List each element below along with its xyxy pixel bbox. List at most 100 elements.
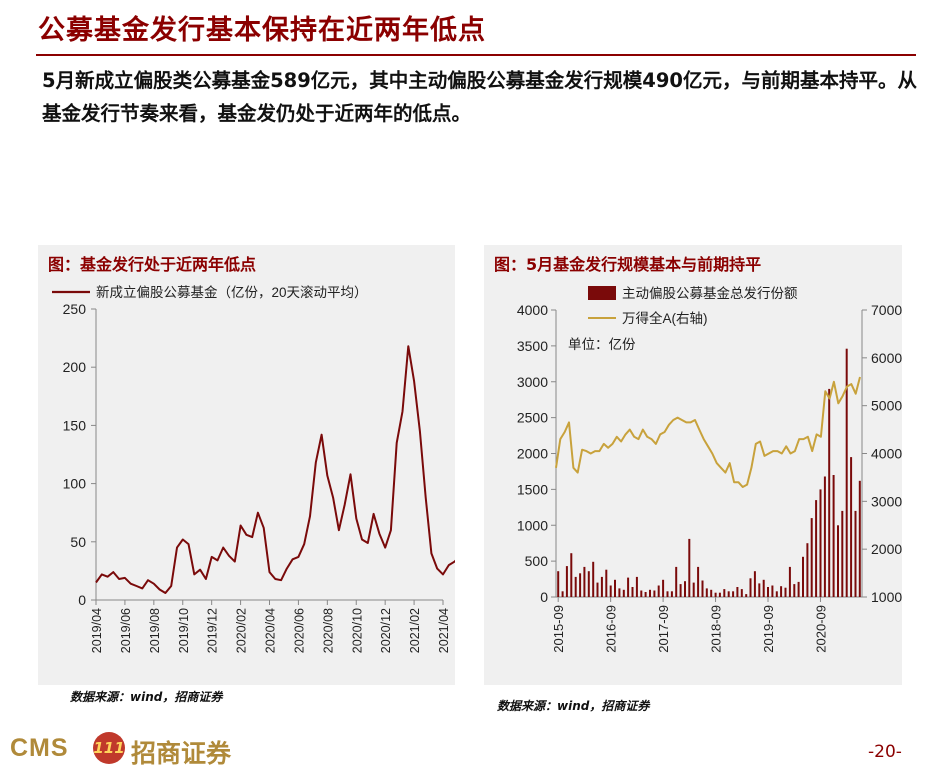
y-tick-label: 3000 — [517, 374, 548, 390]
data-source-note: 数据来源：wind，招商证券 — [70, 690, 223, 704]
bar-issuance — [710, 589, 713, 597]
bar-issuance — [622, 589, 625, 597]
y-tick-label: 1000 — [517, 517, 548, 533]
bar-issuance — [657, 585, 660, 597]
bar-issuance — [684, 581, 686, 597]
bar-issuance — [810, 518, 813, 597]
bar-issuance — [596, 582, 599, 597]
y-tick-label: 100 — [63, 476, 87, 492]
y-tick-label: 3500 — [517, 338, 548, 354]
title-divider — [36, 54, 916, 56]
chart-panel-issuance-scale: 图：5月基金发行规模基本与前期持平 主动偏股公募基金总发行份额 万得全A(右轴) 单… — [484, 245, 902, 685]
x-tick-label: 2020/06 — [292, 608, 306, 653]
y2-tick-label: 5000 — [871, 398, 902, 414]
chart-panel-issuance-trend: 图：基金发行处于近两年低点 新成立偏股公募基金（亿份，20天滚动平均） 0 50 10… — [38, 245, 455, 685]
unit-label: 单位：亿份 — [568, 337, 636, 352]
bar-issuance — [714, 592, 717, 597]
bar-issuance — [718, 592, 721, 597]
x-tick-label: 2020/08 — [321, 608, 335, 653]
x-tick-label: 2018-09 — [709, 605, 724, 653]
x-tick-label: 2017-09 — [656, 605, 671, 653]
y2-tick-label: 4000 — [871, 446, 902, 462]
legend-label: 主动偏股公募基金总发行份额 — [622, 285, 798, 301]
series-line-issuance — [95, 345, 455, 594]
y-tick-label: 2500 — [517, 410, 548, 426]
x-tick-label: 2021/04 — [437, 608, 451, 653]
bar-issuance — [675, 566, 678, 597]
bar-issuance — [592, 561, 595, 597]
x-tick-label: 2020/12 — [379, 608, 393, 653]
bar-issuance — [653, 590, 656, 597]
bar-issuance — [679, 584, 682, 597]
y-tick-label: 200 — [63, 359, 87, 375]
y2-tick-label: 2000 — [871, 541, 902, 557]
bar-issuance — [775, 591, 778, 597]
bar-issuance — [740, 589, 743, 597]
bar-issuance — [823, 476, 826, 597]
bar-issuance — [819, 489, 822, 597]
bar-issuance — [662, 579, 665, 597]
bar-issuance — [832, 475, 835, 597]
bar-issuance — [635, 576, 638, 597]
legend-label: 万得全A(右轴) — [622, 310, 708, 326]
bar-issuance — [723, 589, 726, 597]
bar-issuance — [758, 583, 761, 597]
y2-tick-label: 6000 — [871, 350, 902, 366]
x-tick-label: 2019/08 — [148, 608, 162, 653]
bar-issuance — [845, 348, 848, 597]
bar-issuance — [670, 591, 673, 597]
bar-issuance — [587, 571, 590, 597]
line-chart: 新成立偏股公募基金（亿份，20天滚动平均） 0 50 100 150 200 250 2019… — [52, 284, 455, 653]
y2-tick-label: 3000 — [871, 493, 902, 509]
y-tick-label: 1500 — [517, 481, 548, 497]
bar-issuance — [692, 582, 695, 597]
bar-issuance — [762, 579, 765, 597]
bar-issuance — [806, 543, 809, 597]
x-tick-label: 2019/12 — [206, 608, 220, 653]
legend-bar-swatch — [588, 286, 616, 300]
summary-text: 5月新成立偏股类公募基金589亿元，其中主动偏股公募基金发行规模490亿元，与前… — [42, 69, 917, 125]
y-tick-label: 0 — [78, 592, 86, 608]
y-tick-label: 150 — [63, 417, 87, 433]
chart-title: 图：5月基金发行规模基本与前期持平 — [494, 255, 762, 274]
bar-issuance — [579, 573, 582, 597]
x-tick-label: 2019/06 — [119, 608, 133, 653]
bar-issuance — [815, 500, 818, 597]
y-tick-label: 2000 — [517, 446, 548, 462]
bar-issuance — [561, 591, 564, 597]
x-tick-label: 2020/02 — [235, 608, 249, 653]
series-line-wind-a — [555, 376, 861, 488]
bar-issuance — [557, 571, 560, 597]
x-tick-label: 2016-09 — [604, 605, 619, 653]
bar-issuance — [666, 591, 669, 597]
bar-issuance — [618, 588, 621, 597]
bar-issuance — [780, 586, 783, 597]
bar-issuance — [644, 592, 647, 597]
bar-issuance — [841, 510, 844, 597]
bar-issuance — [858, 480, 861, 597]
y-tick-label: 500 — [525, 553, 549, 569]
bar-issuance — [727, 591, 730, 597]
bar-issuance — [784, 587, 787, 597]
page-title: 公募基金发行基本保持在近两年低点 — [38, 15, 486, 46]
bar-issuance — [697, 566, 700, 597]
logo-emblem-icon: 111 — [93, 732, 125, 764]
data-source-note: 数据来源：wind，招商证券 — [497, 699, 650, 713]
bar-issuance — [605, 569, 608, 597]
x-tick-label: 2019/10 — [177, 608, 191, 653]
bar-issuance — [828, 388, 831, 597]
logo-chinese-name: 招商证券 — [131, 739, 232, 768]
bar-issuance — [565, 566, 568, 597]
y-tick-label: 50 — [70, 534, 86, 550]
bar-issuance — [749, 578, 752, 597]
bar-issuance — [583, 566, 586, 597]
bar-issuance — [850, 457, 853, 597]
bar-issuance — [745, 594, 748, 597]
bar-issuance — [732, 591, 735, 597]
x-tick-label: 2021/02 — [408, 608, 422, 653]
x-tick-label: 2020/10 — [350, 608, 364, 653]
logo-text: CMS — [10, 734, 69, 762]
y-tick-label: 4000 — [517, 302, 548, 318]
bar-issuance — [640, 590, 643, 597]
